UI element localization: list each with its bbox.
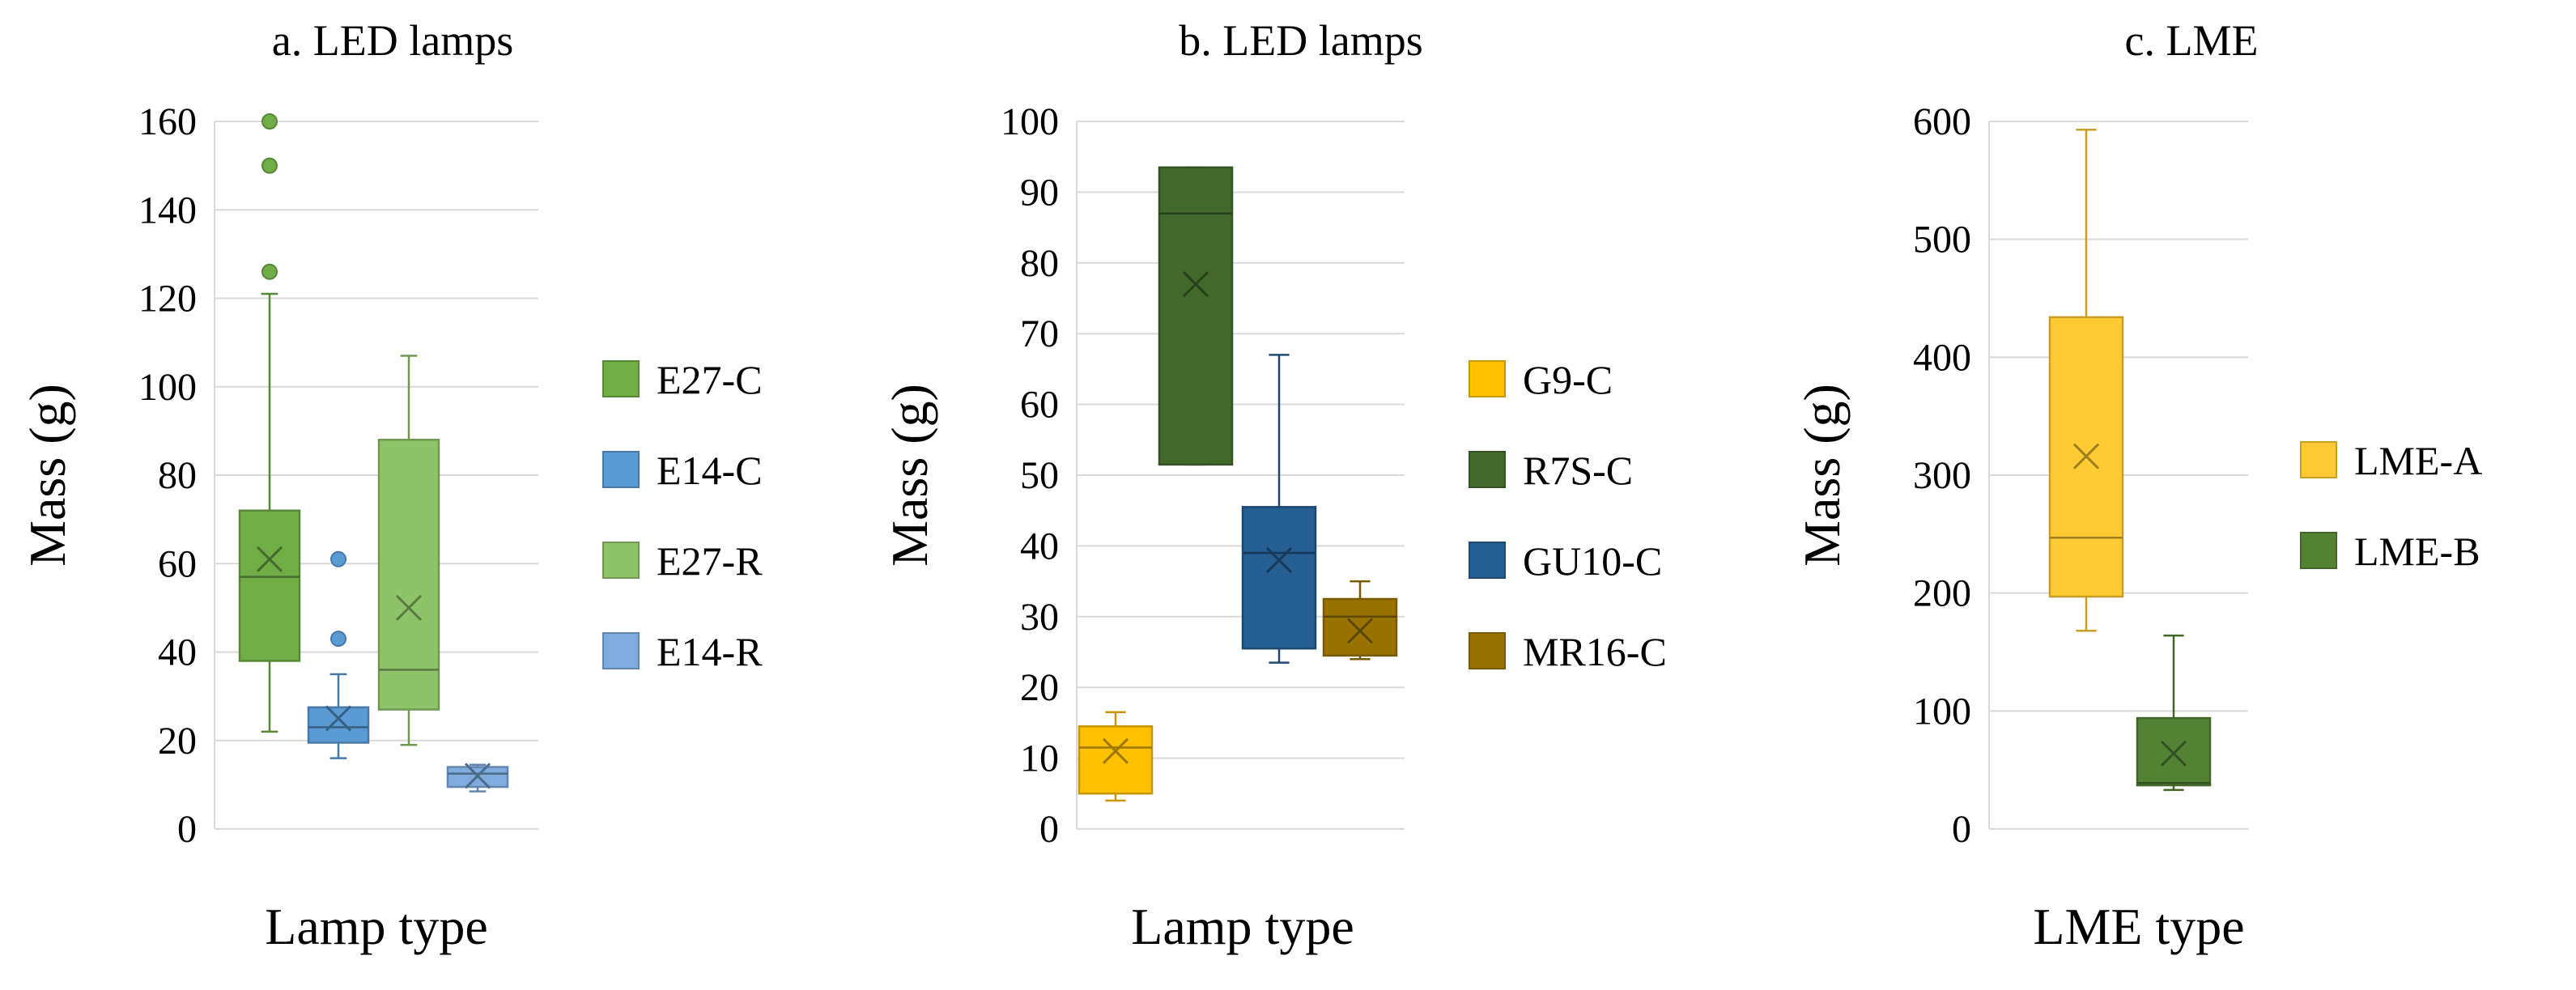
box-iqr <box>1241 506 1317 650</box>
legend-label: GU10-C <box>1523 538 1662 584</box>
legend-swatch <box>1469 542 1506 579</box>
y-tick-label: 140 <box>138 189 197 232</box>
legend-swatch <box>1469 632 1506 669</box>
outlier-point <box>330 550 346 567</box>
y-tick-label: 40 <box>1020 525 1059 567</box>
mean-marker <box>325 705 352 732</box>
y-tick-label: 500 <box>1913 219 1971 261</box>
y-tick-label: 80 <box>158 454 197 497</box>
mean-marker <box>1265 546 1293 573</box>
box-iqr <box>238 509 301 662</box>
box-iqr <box>307 706 370 744</box>
legend-swatch <box>1469 360 1506 397</box>
y-tick-label: 100 <box>138 366 197 409</box>
mean-marker <box>464 763 491 789</box>
outlier-point <box>261 263 278 280</box>
x-axis-label: Lamp type <box>265 898 487 955</box>
legend-swatch <box>602 542 640 579</box>
legend-swatch <box>602 360 640 397</box>
legend-swatch <box>602 632 640 669</box>
y-tick-label: 160 <box>138 100 197 143</box>
y-axis-label: Mass (g) <box>881 384 938 567</box>
chart-title: b. LED lamps <box>1179 16 1422 65</box>
y-tick-label: 0 <box>1952 808 1971 851</box>
mean-marker <box>2160 740 2187 767</box>
mean-marker <box>2072 443 2100 470</box>
chart-title: c. LME <box>2125 16 2259 65</box>
y-tick-label: 70 <box>1020 312 1059 355</box>
x-axis-label: Lamp type <box>1131 898 1354 955</box>
box-iqr <box>1158 166 1234 466</box>
y-tick-label: 20 <box>158 720 197 763</box>
box-iqr <box>1322 597 1398 657</box>
y-tick-label: 0 <box>1039 808 1059 851</box>
y-tick-label: 200 <box>1913 572 1971 615</box>
chart-title: a. LED lamps <box>272 16 513 65</box>
legend-label: G9-C <box>1523 357 1613 402</box>
mean-marker <box>395 594 423 621</box>
mean-marker <box>256 546 283 572</box>
y-tick-label: 60 <box>158 542 197 585</box>
box-iqr <box>377 439 440 711</box>
mean-marker <box>1102 737 1129 764</box>
y-tick-label: 600 <box>1913 100 1971 143</box>
y-tick-label: 30 <box>1020 596 1059 639</box>
box-iqr <box>1078 725 1154 795</box>
legend-label: E14-R <box>657 629 763 674</box>
mean-marker <box>1182 270 1209 298</box>
outlier-point <box>330 631 346 648</box>
y-tick-label: 40 <box>158 631 197 674</box>
y-tick-label: 90 <box>1020 171 1059 214</box>
y-tick-label: 80 <box>1020 242 1059 285</box>
legend-label: E14-C <box>657 448 763 493</box>
y-tick-label: 100 <box>1913 690 1971 733</box>
legend-label: R7S-C <box>1523 448 1633 493</box>
box-iqr <box>2136 716 2212 787</box>
mean-marker <box>1346 618 1374 644</box>
y-tick-label: 120 <box>138 278 197 321</box>
x-axis-label: LME type <box>2033 898 2244 955</box>
y-axis-label: Mass (g) <box>1793 384 1851 567</box>
y-tick-label: 300 <box>1913 454 1971 497</box>
outlier-point <box>261 113 278 130</box>
y-tick-label: 60 <box>1020 384 1059 427</box>
legend-swatch <box>2300 532 2337 569</box>
y-tick-label: 100 <box>1001 100 1059 143</box>
y-axis-label: Mass (g) <box>19 384 76 567</box>
outlier-point <box>261 157 278 174</box>
y-tick-label: 10 <box>1020 737 1059 780</box>
legend-label: LME-B <box>2354 529 2480 574</box>
legend-label: E27-C <box>657 357 763 402</box>
legend-swatch <box>1469 451 1506 488</box>
legend-swatch <box>2300 441 2337 478</box>
y-tick-label: 50 <box>1020 454 1059 497</box>
legend-swatch <box>602 451 640 488</box>
legend-label: LME-A <box>2354 438 2482 483</box>
legend-label: E27-R <box>657 538 763 584</box>
y-tick-label: 20 <box>1020 666 1059 709</box>
y-tick-label: 0 <box>177 808 197 851</box>
y-tick-label: 400 <box>1913 336 1971 379</box>
legend-label: MR16-C <box>1523 629 1667 674</box>
